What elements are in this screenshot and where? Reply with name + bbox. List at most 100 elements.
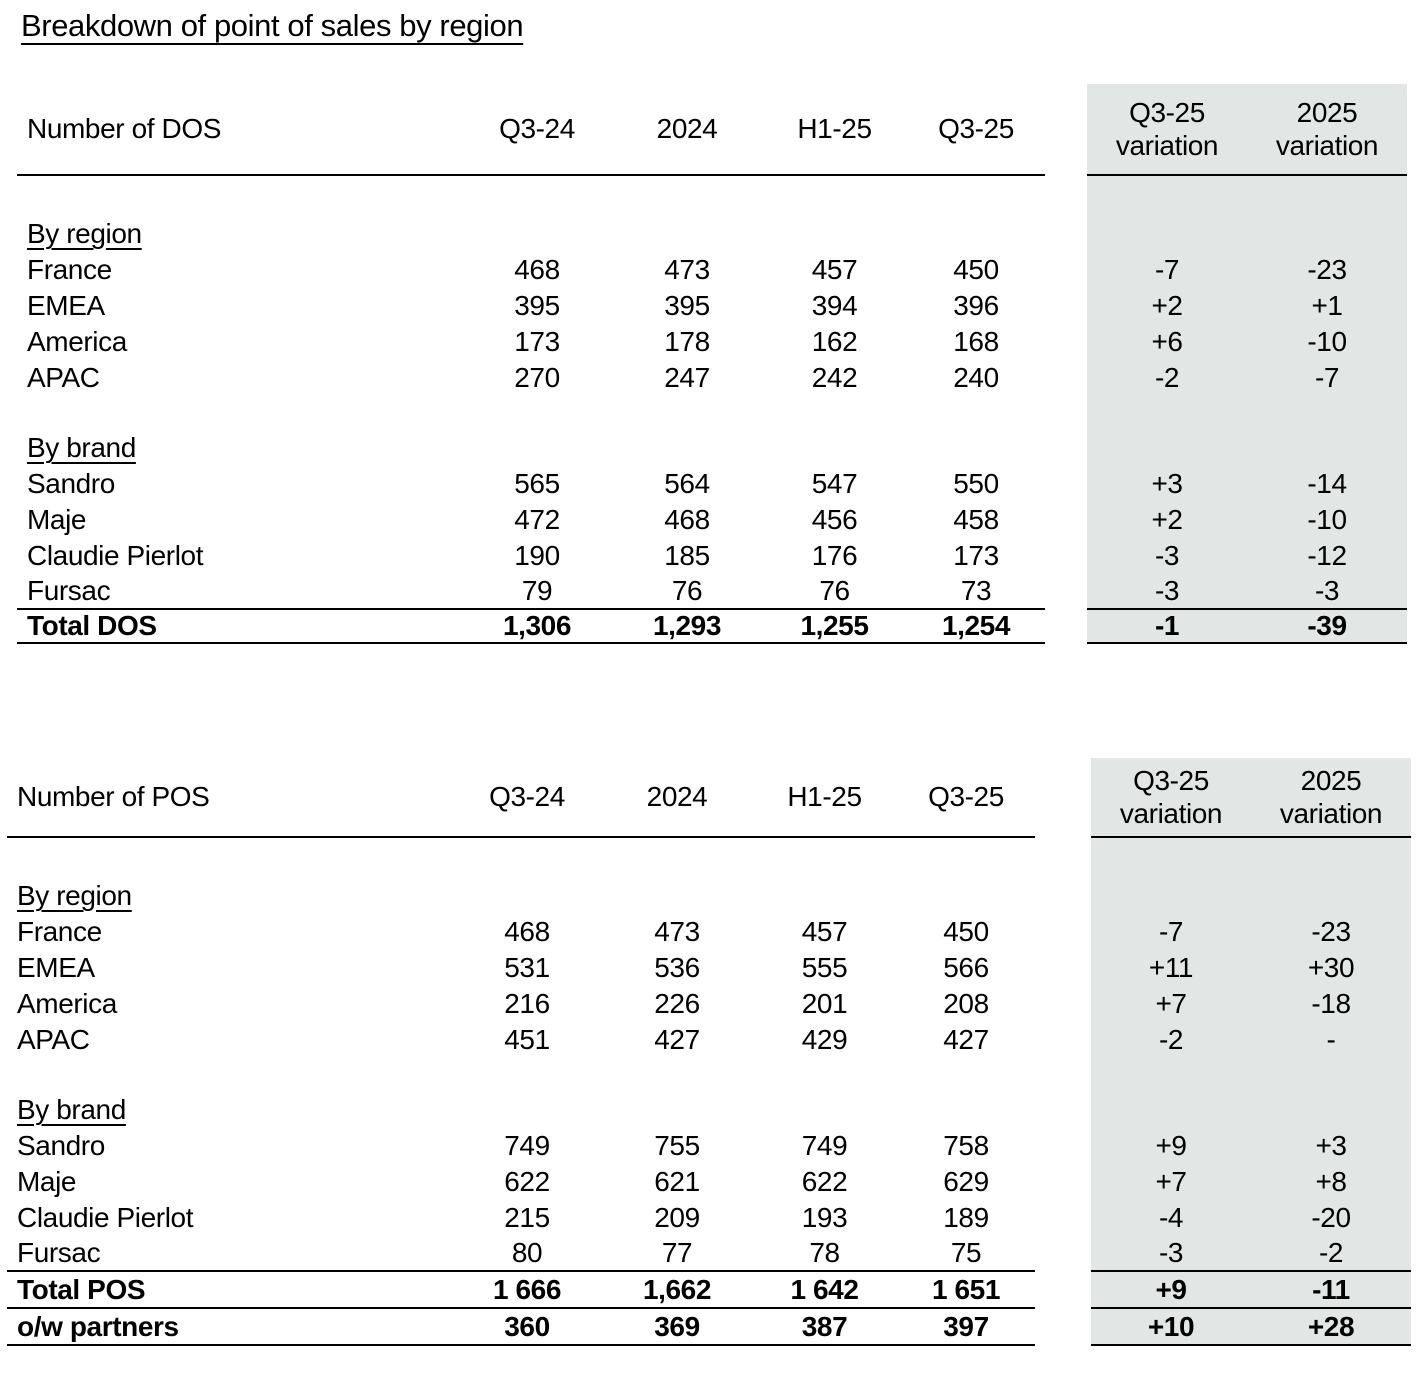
table-row: EMEA 395 395 394 396 +2 +1: [17, 288, 1407, 324]
row-label: Sandro: [17, 1130, 105, 1161]
table-row: America 173 178 162 168 +6 -10: [17, 324, 1407, 360]
total-value-cell: 1 651: [897, 1272, 1035, 1309]
row-gap: [1035, 1309, 1091, 1346]
spacer-cell: [462, 396, 612, 430]
value-cell: 622: [801, 1166, 848, 1197]
row-gap: [1045, 574, 1087, 610]
spacer-cell: [1045, 216, 1087, 252]
value-cell: 162: [811, 326, 858, 357]
row-label: Maje: [17, 1166, 77, 1197]
value-cell: 550: [953, 468, 999, 499]
spacer-row: [7, 838, 1411, 878]
variation-header: 2025 variation: [1251, 758, 1411, 838]
page-title: Breakdown of point of sales by region: [21, 8, 524, 43]
total-label: Total DOS: [17, 610, 462, 644]
spacer-cell: [1087, 396, 1247, 430]
spacer-cell: [897, 1092, 1035, 1128]
row-gap: [1035, 950, 1091, 986]
spacer-row: [7, 1058, 1411, 1092]
value-cell: 76: [612, 574, 762, 610]
value-cell: 77: [602, 1236, 752, 1272]
total-value-cell: 1 666: [452, 1272, 602, 1309]
variation-cell: -7: [1087, 252, 1247, 288]
value-cell: 395: [514, 290, 560, 321]
value-cell: 629: [943, 1166, 989, 1197]
total-value-cell: 397: [897, 1309, 1035, 1346]
variation-header: 2025 variation: [1247, 84, 1407, 176]
table-row: APAC 451 427 429 427 -2-: [7, 1022, 1411, 1058]
variation-header-line2: variation: [1279, 798, 1383, 829]
value-cell: 457: [811, 254, 858, 285]
table-row: America 216 226 201 208 +7 -18: [7, 986, 1411, 1022]
row-gap: [1045, 252, 1087, 288]
total-value-cell: 1 642: [752, 1272, 897, 1309]
value-cell: 79: [462, 574, 612, 610]
section-heading: By brand: [7, 1092, 452, 1128]
total-label: o/w partners: [7, 1309, 452, 1346]
variation-cell: +8: [1251, 1164, 1411, 1200]
spacer-cell: [462, 216, 612, 252]
variation-header-line1: Q3-25: [1133, 764, 1209, 796]
table-header-row: Number of POS Q3-24 2024 H1-25 Q3-25 Q3-25 var…: [7, 758, 1411, 838]
row-label: APAC: [27, 362, 100, 393]
value-cell: 450: [953, 254, 999, 285]
row-label: EMEA: [17, 952, 95, 983]
section-heading-text: By brand: [17, 1094, 126, 1125]
value-cell: 209: [654, 1202, 700, 1233]
value-cell: 531: [504, 952, 550, 983]
spacer-cell: [1035, 838, 1091, 878]
spacer-cell: [897, 878, 1035, 914]
spacer-cell: [1035, 1058, 1091, 1092]
section-heading-row: By brand: [17, 430, 1407, 466]
total-value-cell: 360: [452, 1309, 602, 1346]
variation-cell: -14: [1247, 466, 1407, 502]
section-heading-row: By region: [7, 878, 1411, 914]
variation-cell: -3: [1091, 1236, 1251, 1272]
total-label: Total POS: [7, 1272, 452, 1309]
variation-header-line1: 2025: [1300, 764, 1362, 796]
variation-cell: -3: [1087, 538, 1247, 574]
spacer-cell: [1087, 216, 1247, 252]
spacer-cell: [1251, 1092, 1411, 1128]
variation-cell: -10: [1247, 324, 1407, 360]
row-gap: [1045, 324, 1087, 360]
period-header: 2024: [602, 758, 752, 838]
row-gap: [1045, 502, 1087, 538]
period-header: 2024: [612, 84, 762, 176]
value-cell: 547: [811, 468, 858, 499]
spacer-cell: [1035, 878, 1091, 914]
dos-table: Number of DOS Q3-24 2024 H1-25 Q3-25 Q3-25 var…: [17, 84, 1407, 644]
row-gap: [1035, 1200, 1091, 1236]
value-cell: 468: [514, 254, 560, 285]
value-cell: 189: [943, 1202, 989, 1233]
table-row: Sandro 565 564 547 550 +3 -14: [17, 466, 1407, 502]
variation-cell: -23: [1247, 252, 1407, 288]
value-cell: 450: [943, 916, 989, 947]
row-gap: [1045, 360, 1087, 396]
value-cell: 536: [654, 952, 700, 983]
value-cell: 427: [654, 1024, 700, 1055]
value-cell: 555: [801, 952, 848, 983]
spacer-cell: [1251, 1058, 1411, 1092]
period-header: Q3-24: [452, 758, 602, 838]
table-row: EMEA 531 536 555 566 +11 +30: [7, 950, 1411, 986]
value-cell: 216: [504, 988, 550, 1019]
value-cell: 622: [504, 1166, 550, 1197]
spacer-cell: [907, 176, 1045, 216]
period-header: H1-25: [762, 84, 907, 176]
variation-cell: -2: [1091, 1022, 1251, 1058]
table-title: Number of POS: [7, 758, 452, 838]
spacer-cell: [452, 878, 602, 914]
variation-cell: +11: [1091, 950, 1251, 986]
row-label: Sandro: [27, 468, 115, 499]
row-gap: [1045, 538, 1087, 574]
value-cell: 240: [953, 362, 999, 393]
spacer-cell: [762, 430, 907, 466]
section-heading: By region: [17, 216, 462, 252]
value-cell: 394: [811, 290, 858, 321]
table-row: Fursac 80 77 78 75 -3 -2: [7, 1236, 1411, 1272]
variation-cell: +7: [1091, 986, 1251, 1022]
variation-cell: +30: [1251, 950, 1411, 986]
value-cell: 201: [801, 988, 848, 1019]
variation-header-line1: 2025: [1296, 96, 1358, 128]
